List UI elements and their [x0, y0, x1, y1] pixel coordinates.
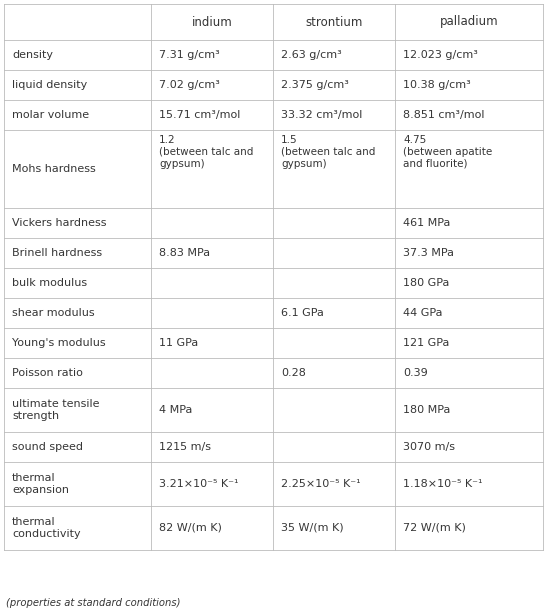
Text: 461 MPa: 461 MPa	[403, 218, 450, 228]
Text: 180 MPa: 180 MPa	[403, 405, 450, 415]
Text: Vickers hardness: Vickers hardness	[12, 218, 106, 228]
Text: 7.31 g/cm³: 7.31 g/cm³	[159, 50, 219, 60]
Text: 4.75
(between apatite
and fluorite): 4.75 (between apatite and fluorite)	[403, 135, 492, 169]
Text: 2.63 g/cm³: 2.63 g/cm³	[281, 50, 342, 60]
Text: 33.32 cm³/mol: 33.32 cm³/mol	[281, 110, 363, 120]
Text: 3070 m/s: 3070 m/s	[403, 442, 455, 452]
Text: 1215 m/s: 1215 m/s	[159, 442, 211, 452]
Text: ultimate tensile
strength: ultimate tensile strength	[12, 399, 99, 421]
Text: liquid density: liquid density	[12, 80, 87, 90]
Text: 180 GPa: 180 GPa	[403, 278, 449, 288]
Text: 35 W/(m K): 35 W/(m K)	[281, 523, 343, 533]
Text: thermal
expansion: thermal expansion	[12, 473, 69, 495]
Text: 12.023 g/cm³: 12.023 g/cm³	[403, 50, 478, 60]
Text: 10.38 g/cm³: 10.38 g/cm³	[403, 80, 471, 90]
Text: indium: indium	[192, 15, 233, 28]
Text: 15.71 cm³/mol: 15.71 cm³/mol	[159, 110, 240, 120]
Text: 82 W/(m K): 82 W/(m K)	[159, 523, 222, 533]
Text: 37.3 MPa: 37.3 MPa	[403, 248, 454, 258]
Text: thermal
conductivity: thermal conductivity	[12, 517, 81, 539]
Text: molar volume: molar volume	[12, 110, 89, 120]
Text: 121 GPa: 121 GPa	[403, 338, 449, 348]
Text: 2.25×10⁻⁵ K⁻¹: 2.25×10⁻⁵ K⁻¹	[281, 479, 360, 489]
Text: 8.851 cm³/mol: 8.851 cm³/mol	[403, 110, 484, 120]
Text: palladium: palladium	[440, 15, 498, 28]
Text: 1.18×10⁻⁵ K⁻¹: 1.18×10⁻⁵ K⁻¹	[403, 479, 483, 489]
Text: 8.83 MPa: 8.83 MPa	[159, 248, 210, 258]
Text: 1.2
(between talc and
gypsum): 1.2 (between talc and gypsum)	[159, 135, 253, 169]
Text: 2.375 g/cm³: 2.375 g/cm³	[281, 80, 349, 90]
Text: bulk modulus: bulk modulus	[12, 278, 87, 288]
Text: Brinell hardness: Brinell hardness	[12, 248, 102, 258]
Text: 44 GPa: 44 GPa	[403, 308, 442, 318]
Text: sound speed: sound speed	[12, 442, 83, 452]
Text: 0.39: 0.39	[403, 368, 428, 378]
Text: Young's modulus: Young's modulus	[12, 338, 105, 348]
Text: 4 MPa: 4 MPa	[159, 405, 192, 415]
Text: 6.1 GPa: 6.1 GPa	[281, 308, 324, 318]
Text: 1.5
(between talc and
gypsum): 1.5 (between talc and gypsum)	[281, 135, 376, 169]
Text: 11 GPa: 11 GPa	[159, 338, 198, 348]
Text: Poisson ratio: Poisson ratio	[12, 368, 83, 378]
Text: (properties at standard conditions): (properties at standard conditions)	[6, 598, 181, 608]
Text: density: density	[12, 50, 53, 60]
Text: 72 W/(m K): 72 W/(m K)	[403, 523, 466, 533]
Text: 3.21×10⁻⁵ K⁻¹: 3.21×10⁻⁵ K⁻¹	[159, 479, 239, 489]
Text: shear modulus: shear modulus	[12, 308, 94, 318]
Text: 0.28: 0.28	[281, 368, 306, 378]
Text: Mohs hardness: Mohs hardness	[12, 164, 96, 174]
Text: strontium: strontium	[305, 15, 363, 28]
Text: 7.02 g/cm³: 7.02 g/cm³	[159, 80, 220, 90]
